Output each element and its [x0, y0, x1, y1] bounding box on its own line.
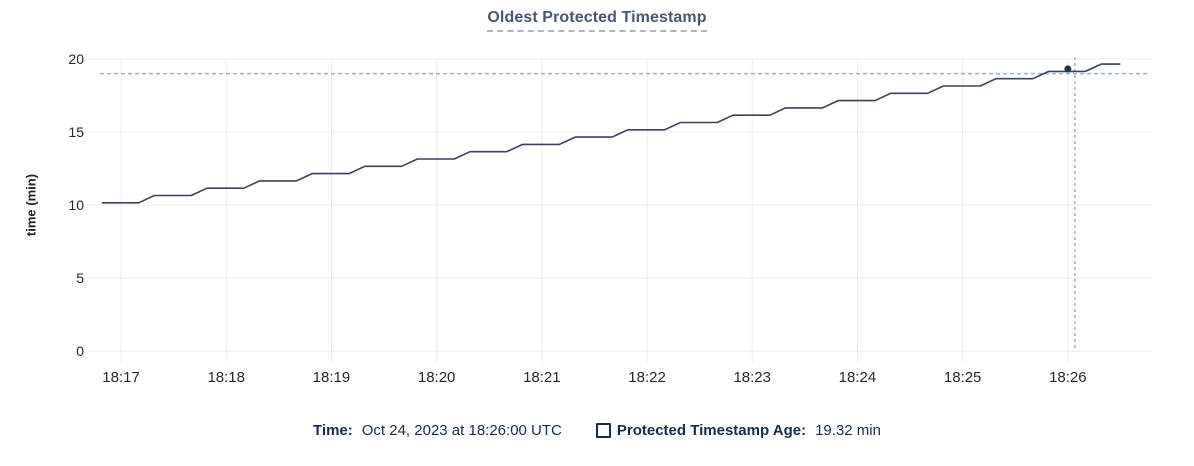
x-tick-labels: 18:17 18:18 18:19 18:20 18:21 18:22 18:23 18:24… — [102, 369, 1086, 386]
svg-text:18:22: 18:22 — [628, 369, 666, 386]
svg-text:20: 20 — [68, 51, 84, 67]
hover-time-item: Time: Oct 24, 2023 at 18:26:00 UTC — [313, 422, 562, 439]
chart-title[interactable]: Oldest Protected Timestamp — [487, 9, 707, 32]
chart-title-row: Oldest Protected Timestamp — [0, 9, 1194, 32]
svg-text:18:21: 18:21 — [523, 369, 561, 386]
hover-series-value: 19.32 min — [815, 421, 881, 439]
svg-text:18:19: 18:19 — [313, 369, 351, 386]
svg-text:18:17: 18:17 — [102, 369, 140, 386]
hover-time-label: Time: — [313, 421, 353, 439]
y-axis-title: time (min) — [24, 174, 39, 236]
svg-text:18:20: 18:20 — [418, 369, 456, 386]
svg-text:18:18: 18:18 — [207, 369, 245, 386]
hover-legend: Time: Oct 24, 2023 at 18:26:00 UTC Prote… — [0, 417, 1194, 443]
y-gridlines — [88, 58, 1152, 352]
svg-text:5: 5 — [76, 270, 84, 286]
svg-text:18:26: 18:26 — [1049, 369, 1087, 386]
svg-text:15: 15 — [68, 124, 84, 140]
hover-point-dot — [1064, 65, 1072, 73]
hover-series-item: Protected Timestamp Age: 19.32 min — [595, 421, 881, 439]
svg-text:0: 0 — [76, 343, 84, 359]
svg-text:18:23: 18:23 — [733, 369, 771, 386]
svg-text:10: 10 — [68, 197, 84, 213]
series-swatch — [595, 422, 611, 438]
x-gridlines — [120, 59, 1069, 362]
svg-text:18:25: 18:25 — [944, 369, 982, 386]
hover-time-value: Oct 24, 2023 at 18:26:00 UTC — [361, 421, 562, 439]
series-line — [101, 63, 1121, 204]
svg-text:18:24: 18:24 — [839, 369, 877, 386]
hover-series-label: Protected Timestamp Age: — [616, 421, 807, 439]
y-tick-labels: 0 5 10 15 20 — [68, 51, 84, 359]
